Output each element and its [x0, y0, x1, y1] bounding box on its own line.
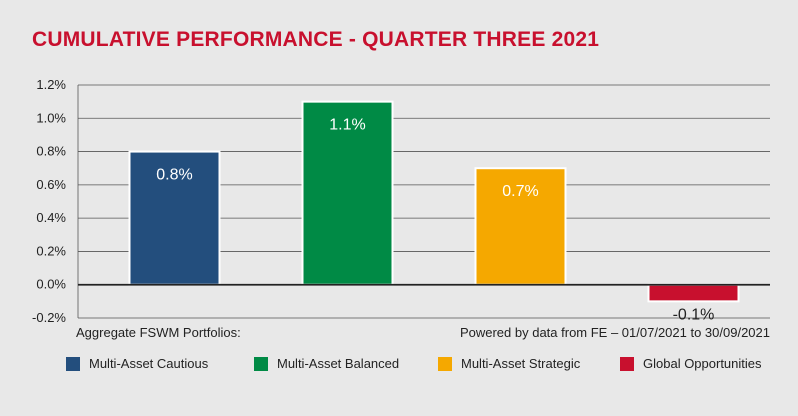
- footnote-portfolios: Aggregate FSWM Portfolios:: [76, 325, 241, 340]
- y-axis: -0.2% 0.0% 0.2% 0.4% 0.6% 0.8% 1.0% 1.2%: [32, 77, 79, 325]
- legend-label: Multi-Asset Cautious: [89, 356, 209, 371]
- y-tick-label: 1.2%: [36, 77, 66, 92]
- legend-swatch: [66, 356, 80, 371]
- data-labels: 0.8% 1.1% 0.7% -0.1%: [156, 117, 714, 324]
- data-label: 0.8%: [156, 167, 192, 184]
- y-tick-label: 0.6%: [36, 177, 66, 192]
- y-tick-label: 0.2%: [36, 243, 66, 258]
- y-tick-label: 0.0%: [36, 277, 66, 292]
- bar: [474, 167, 567, 286]
- legend-item: Multi-Asset Cautious: [66, 356, 254, 371]
- y-tick-label: 0.8%: [36, 144, 66, 159]
- legend-swatch: [438, 356, 452, 371]
- bar-chart: -0.2% 0.0% 0.2% 0.4% 0.6% 0.8% 1.0% 1.2% 0.8% 1.…: [32, 77, 770, 325]
- legend-item: Global Opportunities: [620, 356, 762, 371]
- legend-item: Multi-Asset Strategic: [438, 356, 620, 371]
- y-tick-label: 0.4%: [36, 210, 66, 225]
- legend-swatch: [254, 356, 268, 371]
- legend-swatch: [620, 356, 634, 371]
- legend-item: Multi-Asset Balanced: [254, 356, 438, 371]
- gridlines: [78, 84, 770, 319]
- legend-label: Global Opportunities: [643, 356, 762, 371]
- bar: [647, 283, 740, 303]
- legend-label: Multi-Asset Strategic: [461, 356, 581, 371]
- chart-title: CUMULATIVE PERFORMANCE - QUARTER THREE 2…: [32, 28, 600, 51]
- legend-label: Multi-Asset Balanced: [277, 356, 400, 371]
- data-label: -0.1%: [673, 306, 715, 323]
- y-tick-label: 1.0%: [36, 110, 66, 125]
- bar: [301, 100, 394, 286]
- legend: Multi-Asset Cautious Multi-Asset Balance…: [66, 356, 762, 371]
- data-label: 0.7%: [502, 183, 538, 200]
- y-tick-label: -0.2%: [32, 310, 66, 325]
- footnote-source: Powered by data from FE – 01/07/2021 to …: [459, 325, 770, 340]
- data-label: 1.1%: [329, 117, 365, 134]
- bars: [128, 100, 740, 303]
